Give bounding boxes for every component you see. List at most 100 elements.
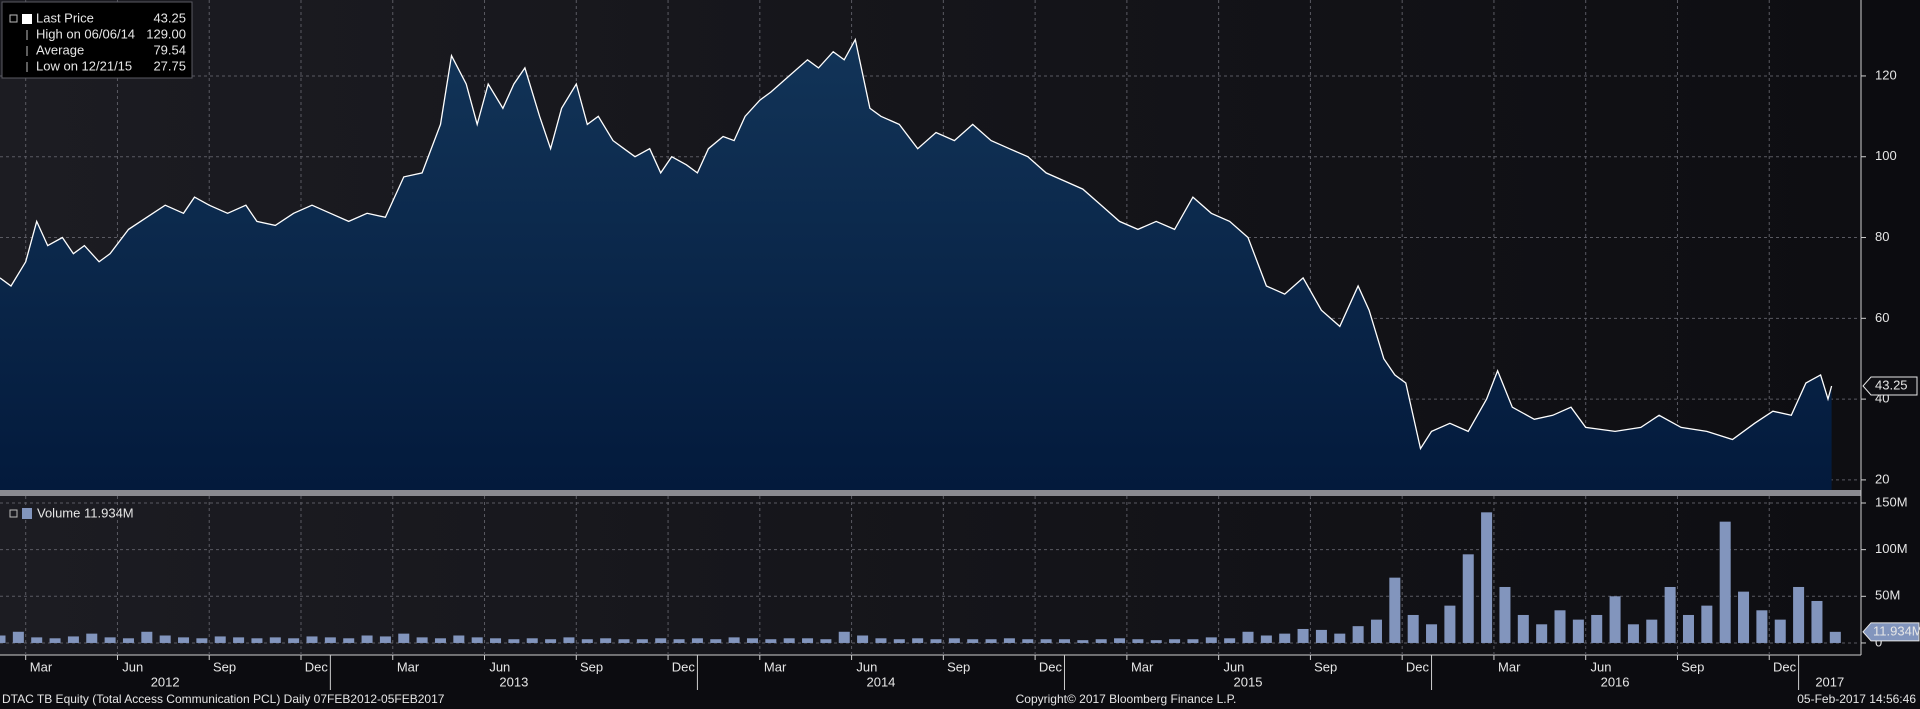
last-price-tag — [1862, 376, 1918, 396]
volume-bar — [1682, 614, 1694, 643]
footer-right: 05-Feb-2017 14:56:46 — [1797, 692, 1916, 706]
volume-bar — [746, 638, 758, 643]
year-label: 2013 — [499, 674, 528, 689]
legend-box — [1, 1, 193, 79]
volume-bar — [655, 638, 667, 643]
volume-bar — [379, 636, 391, 643]
y-tick-label: 80 — [1875, 229, 1889, 244]
volume-bar — [912, 638, 924, 643]
legend-name: High on 06/06/14 — [36, 26, 135, 41]
volume-bar — [416, 637, 428, 643]
volume-bar — [1591, 614, 1603, 643]
volume-bar — [1242, 631, 1254, 643]
volume-bar — [1572, 619, 1584, 643]
legend-collapse — [9, 14, 18, 23]
volume-bar — [1370, 619, 1382, 643]
legend-swatch — [22, 14, 32, 24]
volume-bar — [710, 639, 722, 643]
volume-bar — [1499, 586, 1511, 643]
volume-bar — [1444, 605, 1456, 643]
x-tick-label: Mar — [397, 659, 420, 674]
year-label: 2014 — [866, 674, 895, 689]
volume-bar — [159, 635, 171, 643]
price-line — [0, 37, 1833, 451]
volume-bar — [178, 637, 190, 643]
volume-bar — [948, 638, 960, 643]
volume-bar — [1022, 639, 1034, 643]
year-label: 2015 — [1234, 674, 1263, 689]
volume-bar — [214, 636, 226, 643]
volume-bar — [1389, 577, 1401, 643]
volume-bar — [1811, 600, 1823, 643]
volume-bar — [1187, 639, 1199, 643]
volume-bar — [1627, 624, 1639, 643]
volume-bar — [1774, 619, 1786, 643]
volume-bar — [1003, 638, 1015, 643]
volume-bar — [343, 638, 355, 643]
volume-bar — [361, 635, 373, 643]
volume-bar — [1224, 638, 1236, 643]
x-tick-label: Sep — [1681, 659, 1704, 674]
volume-bar — [838, 631, 850, 643]
volume-bar — [508, 639, 520, 643]
volume-bar — [1205, 637, 1217, 643]
volume-bar — [802, 638, 814, 643]
volume-bar — [728, 637, 740, 643]
volume-bar — [1517, 614, 1529, 643]
volume-bar — [600, 638, 612, 643]
volume-bar — [930, 639, 942, 643]
y-tick-label: 0 — [1875, 634, 1882, 649]
volume-bar — [1829, 631, 1841, 643]
y-tick-label: 20 — [1875, 471, 1889, 486]
volume-bar — [1352, 626, 1364, 643]
volume-bar — [581, 639, 593, 643]
y-tick-label: 100M — [1875, 541, 1908, 556]
x-tick-label: Jun — [1591, 659, 1612, 674]
volume-bar — [0, 635, 6, 643]
legend-value: 11.934M — [84, 505, 134, 520]
legend-collapse — [9, 509, 18, 518]
legend-value: 79.54 — [153, 42, 186, 57]
volume-bar — [196, 638, 208, 643]
volume-bar — [1536, 624, 1548, 643]
footer-center: Copyright© 2017 Bloomberg Finance L.P. — [1016, 692, 1237, 706]
volume-bar — [31, 637, 43, 643]
x-tick-label: Jun — [1223, 659, 1244, 674]
volume-bar — [324, 637, 336, 643]
last-price-tag-label: 43.25 — [1875, 377, 1908, 392]
volume-bar — [1077, 640, 1089, 643]
year-label: 2012 — [151, 674, 180, 689]
footer-left: DTAC TB Equity (Total Access Communicati… — [2, 692, 445, 706]
legend-swatch — [22, 508, 32, 519]
y-tick-label: 150M — [1875, 494, 1908, 509]
volume-bar — [104, 637, 116, 643]
volume-bar — [1701, 605, 1713, 643]
legend-value: 43.25 — [153, 10, 186, 25]
legend-value: 129.00 — [146, 26, 186, 41]
y-tick-label: 60 — [1875, 310, 1889, 325]
legend-value: 27.75 — [153, 58, 186, 73]
volume-bar — [526, 638, 538, 643]
volume-bar — [398, 633, 410, 643]
volume-bar — [288, 638, 300, 643]
legend-name: Last Price — [36, 10, 94, 25]
volume-bar — [636, 639, 648, 643]
volume-bar — [1554, 610, 1566, 643]
volume-bar — [1756, 610, 1768, 643]
x-tick-label: Dec — [672, 659, 696, 674]
y-tick-label: 100 — [1875, 148, 1897, 163]
price-area — [0, 39, 1832, 490]
x-tick-label: Jun — [489, 659, 510, 674]
volume-bar — [691, 638, 703, 643]
volume-bar — [1407, 614, 1419, 643]
volume-bar — [141, 631, 153, 643]
volume-bar — [251, 638, 263, 643]
volume-bar — [820, 639, 832, 643]
volume-bar — [490, 638, 502, 643]
last-volume-tag — [1862, 622, 1920, 642]
volume-bar — [86, 633, 98, 643]
x-tick-label: Mar — [30, 659, 53, 674]
volume-bar — [618, 639, 630, 643]
volume-bar — [1169, 639, 1181, 643]
x-tick-label: Sep — [947, 659, 970, 674]
